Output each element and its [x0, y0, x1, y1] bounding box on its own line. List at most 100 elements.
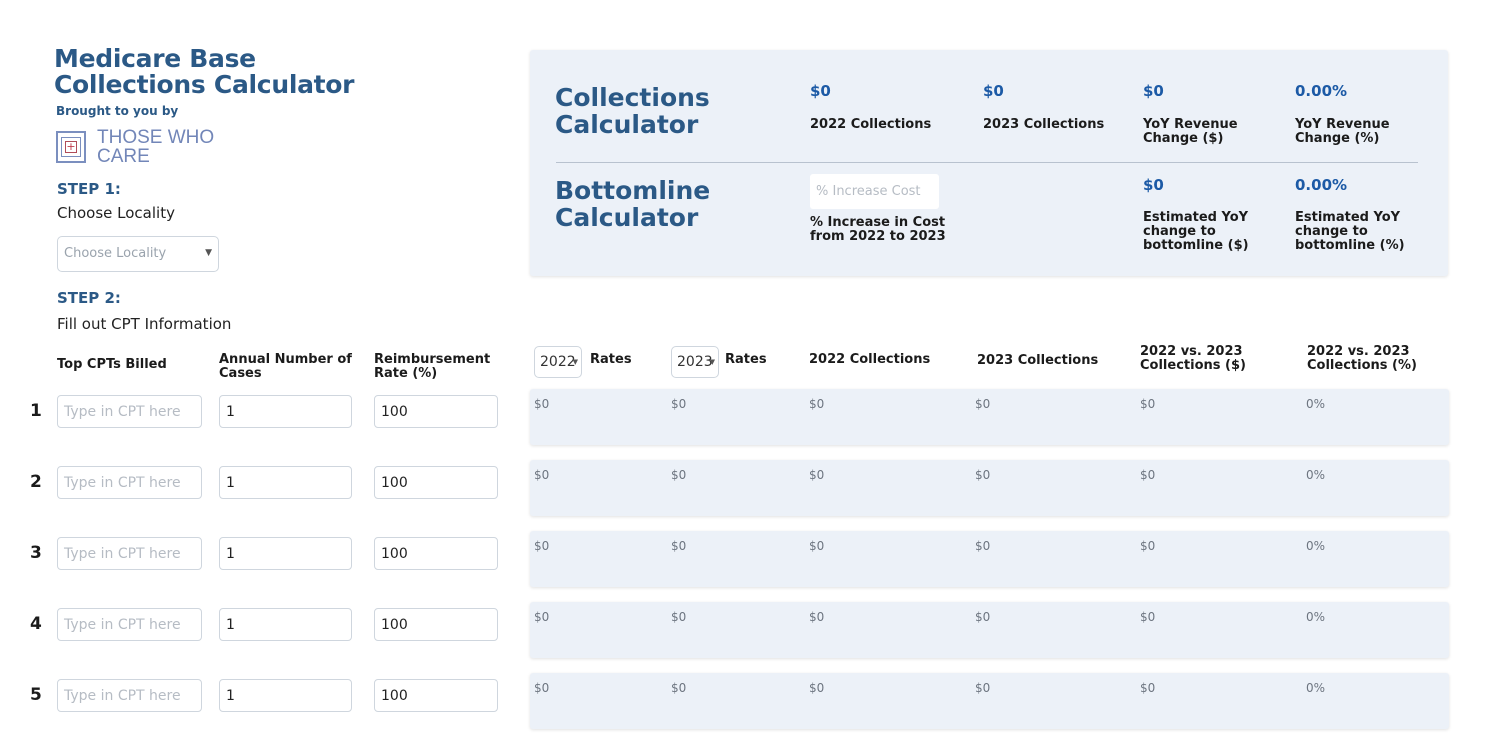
diff-pct-cell: 0% — [1306, 397, 1326, 411]
diff-pct-cell: 0% — [1306, 681, 1326, 695]
row-number: 5 — [30, 685, 42, 705]
diff-dollar-cell: $0 — [1140, 539, 1156, 553]
bottomline-calculator-title: Bottomline Calculator — [555, 176, 711, 232]
diff-pct-cell: 0% — [1306, 468, 1326, 482]
collections-2023-cell: $0 — [975, 539, 991, 553]
collections-2023-value: $0 — [983, 82, 1004, 100]
diff-dollar-cell: $0 — [1140, 610, 1156, 624]
header-vs-pct: 2022 vs. 2023 Collections (%) — [1307, 344, 1417, 373]
collections-2023-cell: $0 — [975, 681, 991, 695]
result-row — [530, 531, 1449, 587]
rate-input[interactable]: 100 — [374, 466, 498, 499]
header-rates-1: Rates — [590, 352, 632, 367]
cpt-input[interactable]: Type in CPT here — [57, 537, 202, 570]
logo-text-line1: THOSE WHO — [97, 127, 215, 148]
step1-title: STEP 1: — [57, 180, 121, 198]
header-cases: Annual Number of Cases — [219, 352, 352, 381]
result-row — [530, 602, 1449, 658]
cases-input[interactable]: 1 — [219, 608, 352, 641]
yoy-revenue-dollar-value: $0 — [1143, 82, 1164, 100]
rate-2022-cell: $0 — [534, 397, 550, 411]
collections-2022-cell: $0 — [809, 468, 825, 482]
year-2023-value: 2023 — [677, 354, 713, 370]
header-2023-collections: 2023 Collections — [977, 353, 1099, 368]
yoy-revenue-pct-value: 0.00% — [1295, 82, 1348, 100]
bottomline-pct-value: 0.00% — [1295, 176, 1348, 194]
collections-2022-value: $0 — [810, 82, 831, 100]
rate-input[interactable]: 100 — [374, 679, 498, 712]
rate-input[interactable]: 100 — [374, 537, 498, 570]
logo[interactable]: + THOSE WHO CARE — [56, 128, 214, 166]
rate-2022-cell: $0 — [534, 468, 550, 482]
step1-subtitle: Choose Locality — [57, 204, 175, 222]
step2-subtitle: Fill out CPT Information — [57, 315, 232, 333]
chevron-down-icon: ▼ — [572, 358, 578, 366]
locality-select[interactable]: Choose Locality ▼ — [57, 236, 219, 272]
locality-select-placeholder: Choose Locality — [64, 246, 167, 261]
diff-pct-cell: 0% — [1306, 539, 1326, 553]
bottomline-pct-label: Estimated YoY change to bottomline (%) — [1295, 210, 1405, 253]
cost-increase-label: % Increase in Cost from 2022 to 2023 — [810, 215, 946, 244]
brought-by-label: Brought to you by — [56, 104, 179, 118]
result-row — [530, 673, 1449, 729]
rate-input[interactable]: 100 — [374, 395, 498, 428]
rate-2023-cell: $0 — [671, 610, 687, 624]
collections-2023-cell: $0 — [975, 397, 991, 411]
collections-2023-cell: $0 — [975, 610, 991, 624]
yoy-revenue-pct-label: YoY Revenue Change (%) — [1295, 117, 1390, 146]
collections-2022-cell: $0 — [809, 681, 825, 695]
diff-pct-cell: 0% — [1306, 610, 1326, 624]
header-cpt: Top CPTs Billed — [57, 357, 167, 372]
yoy-revenue-dollar-label: YoY Revenue Change ($) — [1143, 117, 1238, 146]
row-number: 1 — [30, 401, 42, 421]
logo-text-line2: CARE — [97, 146, 150, 167]
rate-2023-cell: $0 — [671, 397, 687, 411]
year-2023-select[interactable]: 2023 ▼ — [671, 346, 719, 378]
cost-increase-input[interactable]: % Increase Cost — [810, 174, 939, 209]
cpt-input[interactable]: Type in CPT here — [57, 395, 202, 428]
diff-dollar-cell: $0 — [1140, 468, 1156, 482]
logo-icon: + — [56, 131, 86, 163]
cpt-input[interactable]: Type in CPT here — [57, 679, 202, 712]
rate-2023-cell: $0 — [671, 539, 687, 553]
bottomline-dollar-label: Estimated YoY change to bottomline ($) — [1143, 210, 1249, 253]
rate-2023-cell: $0 — [671, 681, 687, 695]
result-row — [530, 389, 1449, 445]
summary-divider — [556, 162, 1418, 163]
bottomline-dollar-value: $0 — [1143, 176, 1164, 194]
rate-2022-cell: $0 — [534, 610, 550, 624]
collections-calculator-title: Collections Calculator — [555, 83, 710, 139]
rate-2022-cell: $0 — [534, 539, 550, 553]
page-title: Medicare Base Collections Calculator — [54, 44, 355, 99]
collections-2022-cell: $0 — [809, 539, 825, 553]
header-rate: Reimbursement Rate (%) — [374, 352, 491, 381]
collections-2023-label: 2023 Collections — [983, 117, 1105, 132]
year-2022-value: 2022 — [540, 354, 576, 370]
collections-2023-cell: $0 — [975, 468, 991, 482]
row-number: 2 — [30, 472, 42, 492]
header-rates-2: Rates — [725, 352, 767, 367]
header-2022-collections: 2022 Collections — [809, 352, 931, 367]
collections-2022-cell: $0 — [809, 397, 825, 411]
step2-title: STEP 2: — [57, 289, 121, 307]
rate-2022-cell: $0 — [534, 681, 550, 695]
diff-dollar-cell: $0 — [1140, 397, 1156, 411]
diff-dollar-cell: $0 — [1140, 681, 1156, 695]
rate-2023-cell: $0 — [671, 468, 687, 482]
collections-2022-cell: $0 — [809, 610, 825, 624]
row-number: 3 — [30, 543, 42, 563]
chevron-down-icon: ▼ — [709, 358, 715, 366]
cases-input[interactable]: 1 — [219, 466, 352, 499]
header-vs-dollar: 2022 vs. 2023 Collections ($) — [1140, 344, 1246, 373]
collections-2022-label: 2022 Collections — [810, 117, 932, 132]
rate-input[interactable]: 100 — [374, 608, 498, 641]
year-2022-select[interactable]: 2022 ▼ — [534, 346, 582, 378]
cases-input[interactable]: 1 — [219, 537, 352, 570]
cases-input[interactable]: 1 — [219, 679, 352, 712]
row-number: 4 — [30, 614, 42, 634]
summary-panel — [530, 50, 1448, 276]
cpt-input[interactable]: Type in CPT here — [57, 608, 202, 641]
result-row — [530, 460, 1449, 516]
cpt-input[interactable]: Type in CPT here — [57, 466, 202, 499]
cases-input[interactable]: 1 — [219, 395, 352, 428]
